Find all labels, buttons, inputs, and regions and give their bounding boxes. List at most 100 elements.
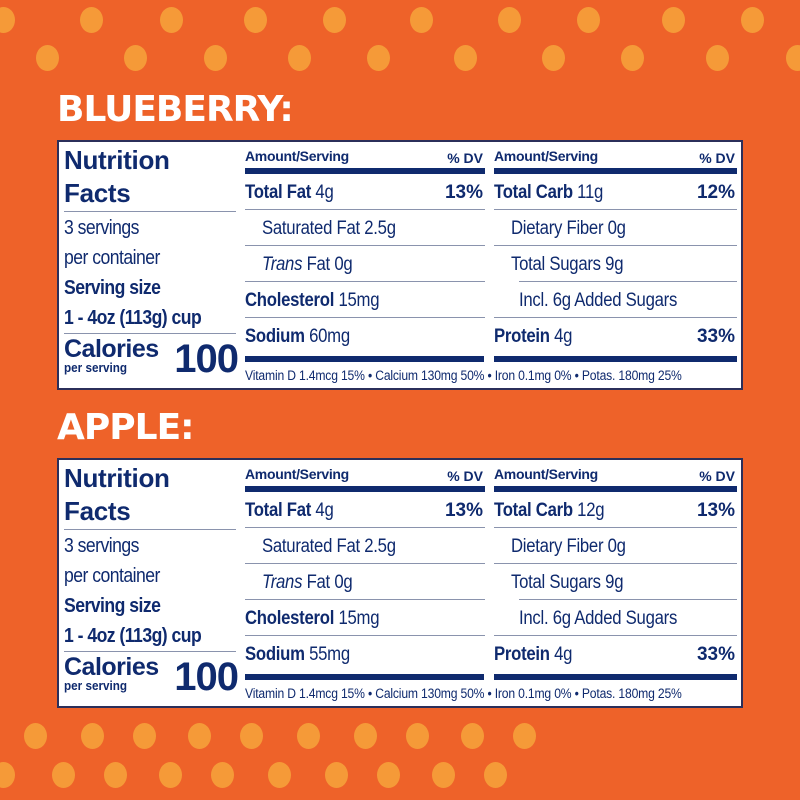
nutrient-name: Total Carb [494,500,573,521]
dot [410,7,433,33]
nutrient-row-total-carb: Total Carb 11g 12% [494,174,737,210]
nutrient-dv: 12% [696,182,735,203]
vitamins-line: Vitamin D 1.4mcg 15% • Calcium 130mg 50%… [245,686,682,701]
nutrient-row-saturated-fat: Saturated Fat 2.5g [245,210,485,246]
nutrient-amount: 11g [572,182,604,203]
dv-header: % DV [699,468,735,484]
nutrient-row-total-sugars: Total Sugars 9g [494,246,737,282]
nutrient-row-trans-fat: Trans Fat 0g [245,246,485,282]
calories-row: Calories per serving 100 [64,334,239,381]
dot [204,45,227,71]
dot [297,723,320,749]
dot [133,723,156,749]
dv-header: % DV [447,150,483,166]
nutrient-name: Fat 0g [302,572,353,593]
nutrient-name: Saturated Fat 2.5g [262,218,396,239]
flavor-title-apple: APPLE: [57,407,195,448]
nutrient-amount: 4g [549,326,573,347]
nutrition-panel-blueberry: Nutrition Facts 3 servings per container… [57,140,743,390]
dv-header: % DV [447,468,483,484]
servings-line1: 3 servings [64,217,139,239]
servings-line2: per container [64,565,160,587]
serving-size-value: 1 - 4oz (113g) cup [64,625,202,647]
dot [0,762,15,788]
nutrient-dv: 33% [696,326,735,347]
nutrient-dv: 13% [444,500,483,521]
dot [52,762,75,788]
amount-serving-header: Amount/Serving [245,466,349,482]
nutrient-amount: 12g [572,500,605,521]
nutrient-name: Sodium [245,644,305,665]
nutrient-row-cholesterol: Cholesterol 15mg [245,282,485,318]
dot [159,762,182,788]
nutrient-row-saturated-fat: Saturated Fat 2.5g [245,528,485,564]
facts-heading: Facts [64,178,131,208]
nutrient-name: Fat 0g [302,254,353,275]
per-serving-label: per serving [64,360,128,375]
panel-right-column: Amount/Serving % DV Total Carb 12g 13% D… [494,460,737,672]
dot [288,45,311,71]
dot [80,7,103,33]
serving-size-label: Serving size [64,277,161,299]
serving-size-value: 1 - 4oz (113g) cup [64,307,202,329]
dot [36,45,59,71]
column-header: Amount/Serving % DV [245,460,485,486]
panel-middle-column: Amount/Serving % DV Total Fat 4g 13% Sat… [245,142,485,354]
thick-divider [494,486,737,492]
dot [81,723,104,749]
dot [621,45,644,71]
dot [432,762,455,788]
calories-row: Calories per serving 100 [64,652,239,698]
nutrient-name: Dietary Fiber 0g [511,536,626,557]
dot [325,762,348,788]
nutrient-row-protein: Protein 4g 33% [494,318,737,354]
nutrient-name: Total Carb [494,182,573,203]
nutrient-row-trans-fat: Trans Fat 0g [245,564,485,600]
dot [323,7,346,33]
nutrient-row-total-fat: Total Fat 4g 13% [245,174,485,210]
nutrient-row-sodium: Sodium 55mg [245,636,485,672]
nutrition-heading: Nutrition [64,145,170,175]
dot [406,723,429,749]
flavor-title-blueberry: BLUEBERRY: [57,89,294,130]
dot [484,762,507,788]
nutrient-name: Dietary Fiber 0g [511,218,626,239]
nutrient-name: Total Fat [245,500,312,521]
nutrient-dv: 13% [696,500,735,521]
nutrient-dv: 13% [444,182,483,203]
dv-header: % DV [699,150,735,166]
dot [498,7,521,33]
panel-left-column: Nutrition Facts 3 servings per container… [64,142,239,381]
nutrient-name: Total Sugars 9g [511,254,624,275]
divider [64,333,236,334]
calories-value: 100 [174,337,239,381]
nutrition-panel-apple: Nutrition Facts 3 servings per container… [57,458,743,708]
dot [160,7,183,33]
thick-divider [245,486,485,492]
nutrient-amount: 15mg [334,608,380,629]
dot [354,723,377,749]
nutrient-name: Incl. 6g Added Sugars [519,290,678,311]
dot [268,762,291,788]
nutrient-row-cholesterol: Cholesterol 15mg [245,600,485,636]
column-header: Amount/Serving % DV [494,460,737,486]
thick-divider [245,168,485,174]
dot [662,7,685,33]
dot [706,45,729,71]
dot [188,723,211,749]
nutrient-amount: 4g [311,182,334,203]
nutrient-row-added-sugars: Incl. 6g Added Sugars [494,600,737,636]
column-header: Amount/Serving % DV [494,142,737,168]
per-serving-label: per serving [64,678,128,693]
nutrient-name-italic: Trans [262,254,303,275]
nutrient-name: Cholesterol [245,608,335,629]
dot [24,723,47,749]
dot [577,7,600,33]
divider [64,529,236,530]
panel-right-column: Amount/Serving % DV Total Carb 11g 12% D… [494,142,737,354]
nutrient-row-total-fat: Total Fat 4g 13% [245,492,485,528]
nutrient-row-total-carb: Total Carb 12g 13% [494,492,737,528]
dot [244,7,267,33]
dot [367,45,390,71]
panel-middle-column: Amount/Serving % DV Total Fat 4g 13% Sat… [245,460,485,672]
